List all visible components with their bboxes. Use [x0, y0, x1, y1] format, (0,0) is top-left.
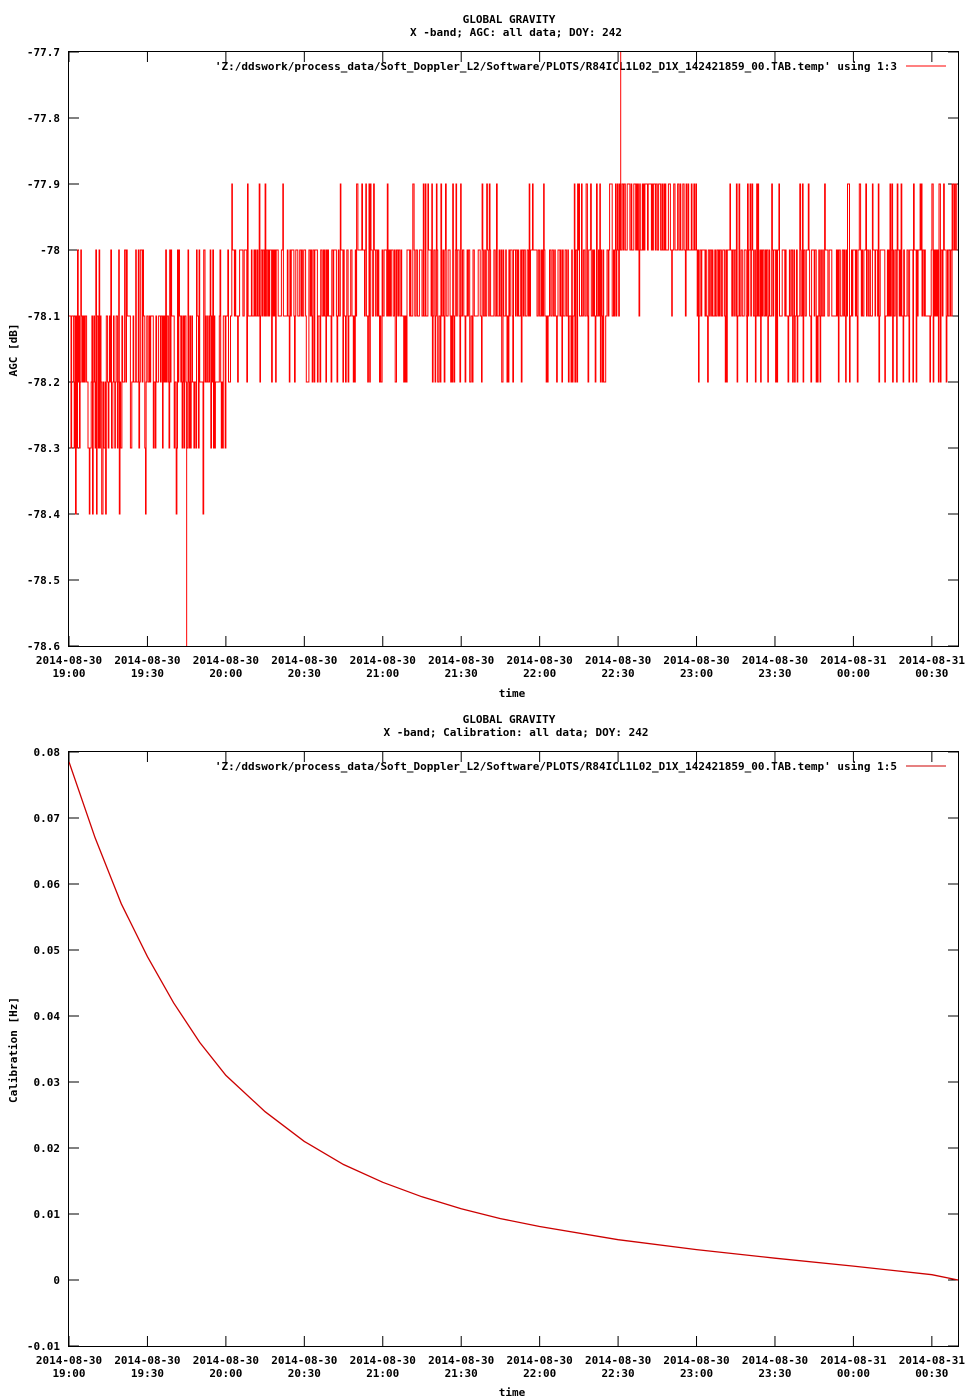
x-tick-label-date: 2014-08-30: [507, 654, 573, 667]
x-tick-label-time: 20:00: [209, 1367, 242, 1380]
plot-frame: [68, 51, 959, 647]
x-tick-label-time: 19:30: [131, 1367, 164, 1380]
y-tick-label: 0: [53, 1274, 60, 1287]
y-tick-label: -78.6: [27, 640, 60, 653]
x-tick-label-time: 19:00: [52, 1367, 85, 1380]
tick-layer: -77.7 -77.8 -77.9 -78 -78.1 -78.2 -78.3 -78.4 -7…: [27, 46, 965, 680]
x-tick-label-time: 23:30: [758, 667, 791, 680]
chart-subtitle: X -band; Calibration: all data; DOY: 242: [384, 726, 649, 739]
x-axis-label: time: [499, 687, 526, 700]
y-axis-label: Calibration [Hz]: [7, 997, 20, 1103]
x-tick-label-time: 22:00: [523, 667, 556, 680]
y-tick-label: -78.2: [27, 376, 60, 389]
series-line: [68, 761, 959, 1281]
x-tick-label-time: 23:00: [680, 667, 713, 680]
x-tick-label-date: 2014-08-30: [585, 654, 651, 667]
x-tick-label-date: 2014-08-30: [114, 654, 180, 667]
x-tick-label-time: 21:30: [445, 1367, 478, 1380]
x-axis-label: time: [499, 1386, 526, 1399]
x-tick-label-date: 2014-08-31: [820, 654, 887, 667]
x-tick-label-date: 2014-08-30: [428, 1354, 494, 1367]
x-tick-label-date: 2014-08-30: [350, 654, 416, 667]
y-tick-label: -77.7: [27, 46, 60, 59]
x-tick-label-date: 2014-08-31: [899, 654, 966, 667]
series-line: [69, 183, 958, 515]
x-tick-label-date: 2014-08-30: [350, 1354, 416, 1367]
x-tick-label-date: 2014-08-30: [271, 654, 337, 667]
legend-label: 'Z:/ddswork/process_data/Soft_Doppler_L2…: [215, 60, 897, 73]
y-tick-label: -78.4: [27, 508, 60, 521]
x-tick-label-time: 23:00: [680, 1367, 713, 1380]
x-tick-label-date: 2014-08-30: [663, 654, 729, 667]
x-tick-label-date: 2014-08-31: [899, 1354, 966, 1367]
y-tick-label: 0.04: [34, 1010, 61, 1023]
x-tick-label-time: 20:30: [288, 667, 321, 680]
tick-layer: 0.080.070.060.050.040.030.020.010-0.0120…: [27, 746, 965, 1380]
x-tick-label-time: 22:00: [523, 1367, 556, 1380]
y-tick-label: -78: [40, 244, 60, 257]
x-tick-label-date: 2014-08-30: [193, 654, 259, 667]
x-tick-label-time: 00:00: [837, 1367, 870, 1380]
x-tick-label-date: 2014-08-31: [820, 1354, 887, 1367]
legend-label: 'Z:/ddswork/process_data/Soft_Doppler_L2…: [215, 760, 897, 773]
chart-subtitle: X -band; AGC: all data; DOY: 242: [410, 26, 622, 39]
x-tick-label-time: 19:00: [52, 667, 85, 680]
y-tick-label: -77.9: [27, 178, 60, 191]
y-axis-label: AGC [dB]: [7, 324, 20, 377]
x-tick-label-time: 19:30: [131, 667, 164, 680]
x-tick-label-time: 22:30: [602, 1367, 635, 1380]
y-tick-label: 0.01: [34, 1208, 61, 1221]
x-tick-label-date: 2014-08-30: [193, 1354, 259, 1367]
y-tick-label: -77.8: [27, 112, 60, 125]
x-tick-label-date: 2014-08-30: [36, 654, 102, 667]
y-tick-label: -78.1: [27, 310, 60, 323]
y-tick-label: -78.5: [27, 574, 60, 587]
x-tick-label-date: 2014-08-30: [742, 1354, 808, 1367]
y-tick-label: -0.01: [27, 1340, 60, 1353]
series-layer: [69, 52, 958, 646]
x-tick-label-time: 00:00: [837, 667, 870, 680]
x-tick-label-time: 20:30: [288, 1367, 321, 1380]
plot-frame: [68, 751, 959, 1347]
x-tick-label-date: 2014-08-30: [742, 654, 808, 667]
x-tick-label-date: 2014-08-30: [36, 1354, 102, 1367]
y-tick-label: -78.3: [27, 442, 60, 455]
x-tick-label-time: 23:30: [758, 1367, 791, 1380]
y-tick-label: 0.03: [34, 1076, 61, 1089]
x-tick-label-time: 00:30: [915, 667, 948, 680]
y-tick-label: 0.07: [34, 812, 61, 825]
y-tick-label: 0.02: [34, 1142, 61, 1155]
x-tick-label-date: 2014-08-30: [428, 654, 494, 667]
chart-title: GLOBAL GRAVITY: [463, 13, 556, 26]
x-tick-label-date: 2014-08-30: [114, 1354, 180, 1367]
x-tick-label-date: 2014-08-30: [585, 1354, 651, 1367]
series-layer: [68, 761, 959, 1281]
calibration-chart: GLOBAL GRAVITY X -band; Calibration: all…: [7, 713, 965, 1399]
agc-chart: GLOBAL GRAVITY X -band; AGC: all data; D…: [7, 13, 965, 700]
x-tick-label-time: 21:00: [366, 1367, 399, 1380]
x-tick-label-time: 20:00: [209, 667, 242, 680]
x-tick-label-time: 21:30: [445, 667, 478, 680]
x-tick-label-time: 22:30: [602, 667, 635, 680]
y-tick-label: 0.05: [34, 944, 61, 957]
x-tick-label-time: 21:00: [366, 667, 399, 680]
x-tick-label-date: 2014-08-30: [507, 1354, 573, 1367]
y-tick-label: 0.06: [34, 878, 61, 891]
y-tick-label: 0.08: [34, 746, 61, 759]
x-tick-label-time: 00:30: [915, 1367, 948, 1380]
chart-title: GLOBAL GRAVITY: [463, 713, 556, 726]
x-tick-label-date: 2014-08-30: [271, 1354, 337, 1367]
x-tick-label-date: 2014-08-30: [663, 1354, 729, 1367]
